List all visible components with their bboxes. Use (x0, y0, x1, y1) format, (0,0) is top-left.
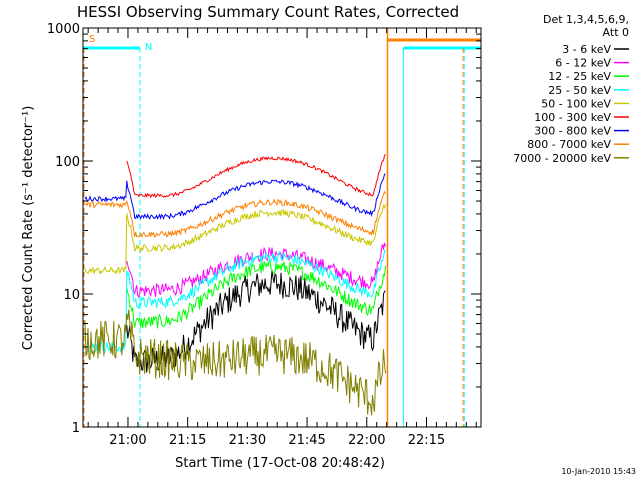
y-tick-label: 100 (55, 155, 80, 170)
plot-frame (82, 27, 482, 428)
legend-label-6: 300 - 800 keV (534, 125, 611, 138)
series-line-5 (126, 153, 386, 199)
x-tick-label: 21:00 (109, 433, 146, 448)
x-axis-label: Start Time (17-Oct-08 20:48:42) (175, 456, 385, 471)
y-tick-label: 1 (72, 421, 80, 436)
flag-n-label: N (145, 42, 152, 53)
series-line-2 (126, 259, 386, 329)
legend-label-5: 100 - 300 keV (534, 111, 611, 124)
series-line-6 (84, 173, 386, 221)
series-line-0 (126, 269, 386, 373)
legend-label-7: 800 - 7000 keV (527, 138, 611, 151)
x-tick-label: 21:30 (229, 433, 266, 448)
series-line-8 (84, 309, 386, 416)
chart-title: HESSI Observing Summary Count Rates, Cor… (77, 3, 459, 21)
legend-label-0: 3 - 6 keV (562, 43, 611, 56)
series-line-4 (84, 204, 386, 275)
legend-label-8: 7000 - 20000 keV (513, 152, 611, 165)
x-tick-label: 21:45 (288, 433, 325, 448)
legend-header-line1: Det 1,3,4,5,6,9, (543, 13, 629, 26)
series-line-7 (84, 190, 386, 239)
legend-label-4: 50 - 100 keV (541, 97, 611, 110)
legend-header-line2: Att 0 (603, 26, 629, 39)
plot-area: SN (83, 28, 481, 427)
flag-s-label: S (89, 34, 95, 45)
x-tick-label: 21:15 (169, 433, 206, 448)
y-tick-label: 1000 (47, 22, 80, 37)
x-tick-label: 22:15 (408, 433, 445, 448)
legend-label-1: 6 - 12 keV (555, 57, 611, 70)
y-axis-label: Corrected Count Rate (s⁻¹ detector⁻¹) (21, 106, 36, 351)
axes: 1 10 100 1000 21:00 21:15 21:30 21:45 22:00 22:15 (47, 22, 481, 448)
legend-label-3: 25 - 50 keV (548, 84, 611, 97)
x-tick-label: 22:00 (348, 433, 385, 448)
timestamp: 10-Jan-2010 15:43 (561, 467, 636, 476)
series-line-3 (84, 249, 386, 354)
legend-label-2: 12 - 25 keV (548, 70, 611, 83)
y-tick-label: 10 (63, 288, 80, 303)
